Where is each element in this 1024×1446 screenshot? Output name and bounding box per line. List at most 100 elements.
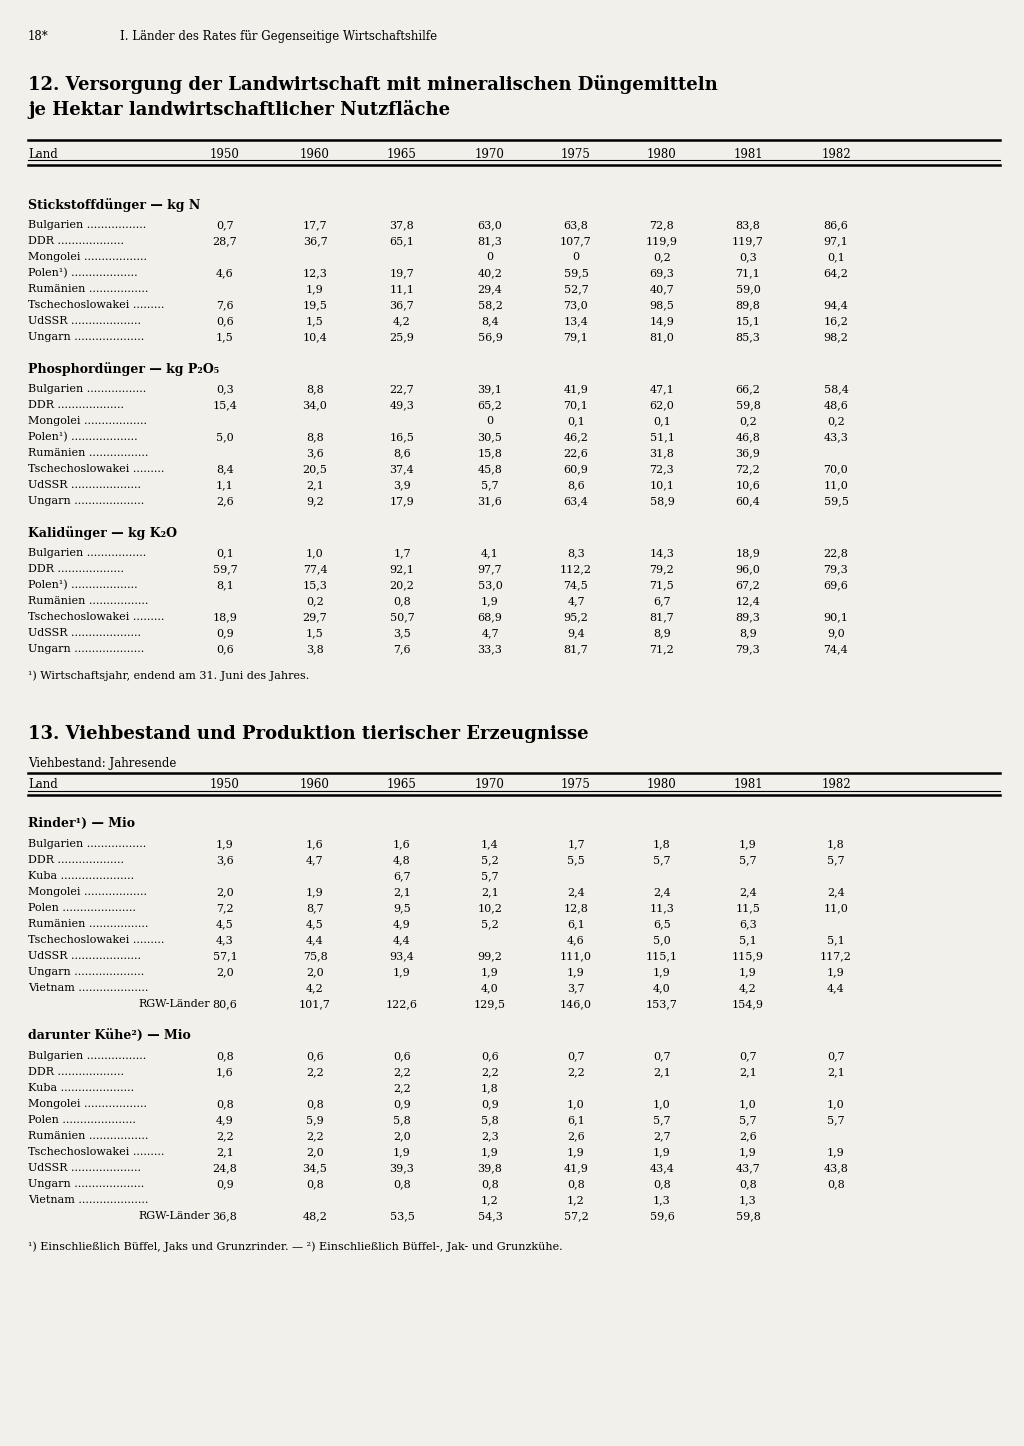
Text: 62,0: 62,0 [649,401,675,411]
Text: 3,8: 3,8 [306,643,324,654]
Text: Mongolei ..................: Mongolei .................. [28,252,147,262]
Text: 0,8: 0,8 [567,1178,585,1189]
Text: 1,3: 1,3 [739,1194,757,1205]
Text: 9,0: 9,0 [827,628,845,638]
Text: 2,1: 2,1 [739,1067,757,1077]
Text: 70,1: 70,1 [563,401,589,411]
Text: 58,9: 58,9 [649,496,675,506]
Text: 1,0: 1,0 [739,1099,757,1109]
Text: 68,9: 68,9 [477,612,503,622]
Text: 1,7: 1,7 [567,839,585,849]
Text: 2,1: 2,1 [216,1147,233,1157]
Text: Tschechoslowakei .........: Tschechoslowakei ......... [28,1147,165,1157]
Text: 1965: 1965 [387,149,417,162]
Text: 96,0: 96,0 [735,564,761,574]
Text: 1,9: 1,9 [393,1147,411,1157]
Text: Ungarn ....................: Ungarn .................... [28,496,144,506]
Text: 59,6: 59,6 [649,1210,675,1220]
Text: 18,9: 18,9 [213,612,238,622]
Text: 1,3: 1,3 [653,1194,671,1205]
Text: 8,6: 8,6 [567,480,585,490]
Text: 2,1: 2,1 [393,886,411,897]
Text: 3,6: 3,6 [306,448,324,458]
Text: 37,8: 37,8 [389,220,415,230]
Text: 11,0: 11,0 [823,480,849,490]
Text: 48,6: 48,6 [823,401,849,411]
Text: 11,1: 11,1 [389,283,415,294]
Text: 2,3: 2,3 [481,1131,499,1141]
Text: 12,3: 12,3 [302,268,328,278]
Text: 1,9: 1,9 [481,967,499,977]
Text: 2,2: 2,2 [393,1083,411,1093]
Text: 0,1: 0,1 [216,548,233,558]
Text: 2,7: 2,7 [653,1131,671,1141]
Text: 72,8: 72,8 [649,220,675,230]
Text: 0,2: 0,2 [739,416,757,427]
Text: 34,5: 34,5 [302,1163,328,1173]
Text: 4,5: 4,5 [216,920,233,928]
Text: 85,3: 85,3 [735,333,761,343]
Text: 111,0: 111,0 [560,951,592,962]
Text: 17,9: 17,9 [389,496,415,506]
Text: 18*: 18* [28,30,49,43]
Text: 29,4: 29,4 [477,283,503,294]
Text: ¹) Wirtschaftsjahr, endend am 31. Juni des Jahres.: ¹) Wirtschaftsjahr, endend am 31. Juni d… [28,669,309,681]
Text: 0,2: 0,2 [306,596,324,606]
Text: 77,4: 77,4 [303,564,328,574]
Text: 5,7: 5,7 [739,1115,757,1125]
Text: 122,6: 122,6 [386,999,418,1009]
Text: 89,3: 89,3 [735,612,761,622]
Text: 119,9: 119,9 [646,236,678,246]
Text: 2,2: 2,2 [481,1067,499,1077]
Text: 1,8: 1,8 [481,1083,499,1093]
Text: 81,3: 81,3 [477,236,503,246]
Text: 6,7: 6,7 [393,870,411,881]
Text: Land: Land [28,149,57,162]
Text: 4,2: 4,2 [306,983,324,993]
Text: 8,9: 8,9 [739,628,757,638]
Text: 71,1: 71,1 [735,268,761,278]
Text: 6,5: 6,5 [653,920,671,928]
Text: 47,1: 47,1 [649,385,675,393]
Text: 5,7: 5,7 [827,855,845,865]
Text: 0,3: 0,3 [216,385,233,393]
Text: 8,8: 8,8 [306,432,324,442]
Text: 0,8: 0,8 [481,1178,499,1189]
Text: Bulgarien .................: Bulgarien ................. [28,385,146,393]
Text: 6,7: 6,7 [653,596,671,606]
Text: 63,4: 63,4 [563,496,589,506]
Text: 2,6: 2,6 [567,1131,585,1141]
Text: 3,9: 3,9 [393,480,411,490]
Text: 45,8: 45,8 [477,464,503,474]
Text: UdSSR ....................: UdSSR .................... [28,480,141,490]
Text: 1,9: 1,9 [739,967,757,977]
Text: 86,6: 86,6 [823,220,849,230]
Text: 74,4: 74,4 [823,643,848,654]
Text: 4,0: 4,0 [481,983,499,993]
Text: 95,2: 95,2 [563,612,589,622]
Text: 2,1: 2,1 [653,1067,671,1077]
Text: 1981: 1981 [733,149,763,162]
Text: Bulgarien .................: Bulgarien ................. [28,839,146,849]
Text: 8,1: 8,1 [216,580,233,590]
Text: Bulgarien .................: Bulgarien ................. [28,1051,146,1061]
Text: 1,5: 1,5 [306,317,324,325]
Text: 41,9: 41,9 [563,1163,589,1173]
Text: Land: Land [28,778,57,791]
Text: Stickstoffdünger — kg N: Stickstoffdünger — kg N [28,198,201,213]
Text: 97,1: 97,1 [823,236,848,246]
Text: 11,5: 11,5 [735,902,761,912]
Text: 1,6: 1,6 [216,1067,233,1077]
Text: 154,9: 154,9 [732,999,764,1009]
Text: 1,2: 1,2 [481,1194,499,1205]
Text: 4,9: 4,9 [393,920,411,928]
Text: 39,1: 39,1 [477,385,503,393]
Text: 5,7: 5,7 [739,855,757,865]
Text: 1,0: 1,0 [653,1099,671,1109]
Text: Vietnam ....................: Vietnam .................... [28,983,148,993]
Text: 13,4: 13,4 [563,317,589,325]
Text: 81,7: 81,7 [649,612,675,622]
Text: 59,5: 59,5 [563,268,589,278]
Text: 5,1: 5,1 [827,936,845,946]
Text: 70,0: 70,0 [823,464,848,474]
